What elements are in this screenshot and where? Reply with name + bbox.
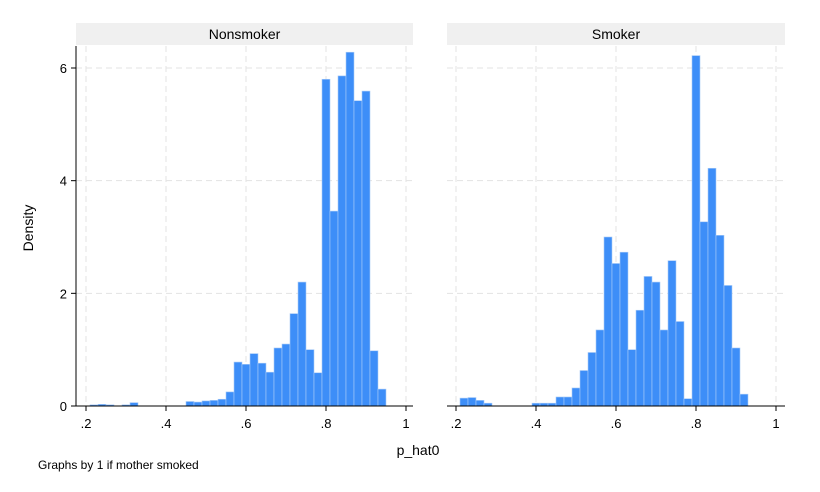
bar-nonsmoker-34: [361, 90, 371, 407]
x-tick-label-smoker-2: .6: [611, 416, 622, 431]
bar-nonsmoker-29: [321, 78, 331, 407]
bar-nonsmoker-16: [217, 398, 227, 407]
panel-title-nonsmoker: Nonsmoker: [209, 26, 281, 42]
x-axis-title: p_hat0: [397, 442, 440, 458]
x-tick-label-smoker-3: .8: [691, 416, 702, 431]
x-tick-label-nonsmoker-1: .4: [161, 416, 172, 431]
bar-nonsmoker-33: [353, 100, 363, 407]
panels-layer: Nonsmoker .2 .4 .6 .8 1 0 2 4 6 Smoker .2 .4 .6 .8 1: [60, 23, 785, 431]
x-tick-label-smoker-4: 1: [772, 416, 779, 431]
bar-smoker-0: [459, 397, 469, 407]
bar-nonsmoker-23: [273, 347, 283, 407]
x-tick-label-nonsmoker-0: .2: [81, 416, 92, 431]
bar-nonsmoker-13: [193, 401, 203, 407]
bar-smoker-23: [643, 276, 653, 407]
x-tick-label-smoker-0: .2: [451, 416, 462, 431]
bar-nonsmoker-5: [129, 402, 139, 407]
bar-nonsmoker-18: [233, 361, 243, 407]
y-tick-label-2: 4: [60, 174, 67, 189]
bar-nonsmoker-15: [209, 400, 219, 407]
x-tick-label-nonsmoker-2: .6: [241, 416, 252, 431]
x-tick-label-smoker-1: .4: [531, 416, 542, 431]
bar-nonsmoker-32: [345, 51, 355, 407]
bar-smoker-28: [683, 398, 693, 407]
bar-smoker-33: [723, 285, 733, 407]
bar-smoker-14: [571, 387, 581, 407]
bar-smoker-25: [659, 329, 669, 407]
panel-header-nonsmoker: [76, 23, 413, 45]
bar-nonsmoker-36: [377, 388, 387, 407]
x-tick-label-nonsmoker-3: .8: [321, 416, 332, 431]
bar-smoker-26: [667, 260, 677, 407]
bar-smoker-13: [563, 396, 573, 407]
bar-nonsmoker-20: [249, 353, 259, 407]
bar-smoker-1: [467, 397, 477, 407]
bar-smoker-17: [595, 329, 605, 407]
bar-nonsmoker-24: [281, 343, 291, 407]
bar-nonsmoker-14: [201, 400, 211, 407]
bar-smoker-18: [603, 236, 613, 407]
bar-smoker-27: [675, 321, 685, 407]
y-axis-title: Density: [20, 205, 36, 252]
panel-nonsmoker: Nonsmoker .2 .4 .6 .8 1 0 2 4 6: [60, 23, 413, 431]
bar-smoker-34: [731, 347, 741, 407]
bar-nonsmoker-30: [329, 210, 339, 407]
bar-nonsmoker-19: [241, 364, 251, 407]
bar-smoker-15: [579, 370, 589, 407]
bar-nonsmoker-35: [369, 350, 379, 407]
bar-nonsmoker-12: [185, 401, 195, 407]
y-tick-label-1: 2: [60, 286, 67, 301]
y-tick-label-0: 0: [60, 399, 67, 414]
bar-smoker-19: [611, 263, 621, 407]
bar-nonsmoker-27: [305, 349, 315, 407]
bar-smoker-16: [587, 352, 597, 407]
bar-nonsmoker-26: [297, 281, 307, 407]
bar-smoker-20: [619, 251, 629, 407]
bar-smoker-22: [635, 309, 645, 407]
bar-smoker-21: [627, 349, 637, 407]
y-tick-label-3: 6: [60, 61, 67, 76]
x-tick-label-nonsmoker-4: 1: [402, 416, 409, 431]
bar-smoker-2: [475, 400, 485, 407]
bar-nonsmoker-22: [265, 371, 275, 407]
panel-smoker: Smoker .2 .4 .6 .8 1: [447, 23, 785, 431]
bar-nonsmoker-31: [337, 75, 347, 407]
bar-nonsmoker-25: [289, 313, 299, 407]
bar-smoker-31: [707, 167, 717, 407]
bar-smoker-12: [555, 396, 565, 407]
bar-smoker-24: [651, 281, 661, 407]
panel-title-smoker: Smoker: [592, 26, 641, 42]
bar-smoker-29: [691, 55, 701, 407]
bar-smoker-32: [715, 235, 725, 407]
bar-smoker-30: [699, 221, 709, 407]
bar-nonsmoker-21: [257, 362, 267, 407]
graphs-by-note: Graphs by 1 if mother smoked: [38, 458, 199, 472]
bar-nonsmoker-28: [313, 372, 323, 407]
panel-header-smoker: [447, 23, 785, 45]
bar-smoker-35: [739, 393, 749, 407]
bar-nonsmoker-17: [225, 391, 235, 407]
